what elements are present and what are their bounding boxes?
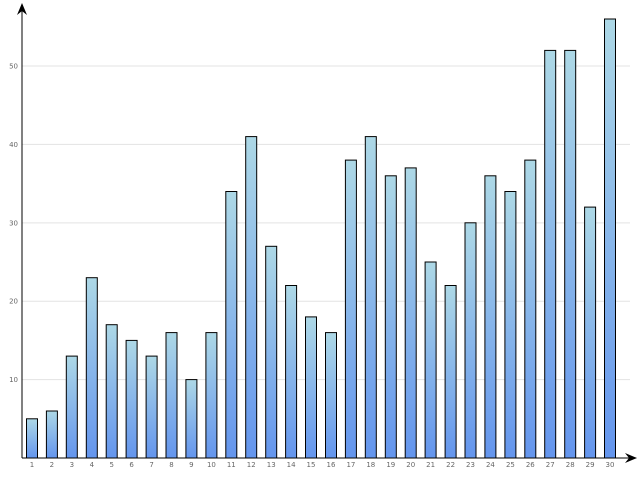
bar-7 <box>145 355 158 459</box>
x-tick-label: 20 <box>406 461 415 469</box>
y-tick-label: 10 <box>9 376 18 384</box>
bar-10 <box>205 332 218 459</box>
bar-21 <box>424 261 437 459</box>
x-tick-label: 27 <box>546 461 555 469</box>
bar-24 <box>484 175 497 459</box>
x-tick-label: 25 <box>506 461 515 469</box>
bar-20 <box>404 167 417 459</box>
x-tick-labels: 1 2 3 4 5 6 7 8 9 10 11 12 13 14 15 16 17 18 19 20 21 22 23 24 2… <box>30 461 615 469</box>
x-tick-label: 1 <box>30 461 34 469</box>
bar-27 <box>544 49 557 459</box>
x-tick-label: 6 <box>129 461 134 469</box>
x-tick-label: 9 <box>189 461 193 469</box>
x-tick-label: 15 <box>307 461 316 469</box>
y-axis-arrow <box>17 3 27 15</box>
x-tick-label: 16 <box>327 461 336 469</box>
bar-11 <box>225 191 238 459</box>
bar-29 <box>584 206 597 459</box>
bar-9 <box>185 379 198 459</box>
x-tick-label: 19 <box>386 461 395 469</box>
bar-5 <box>105 324 118 459</box>
x-tick-label: 29 <box>586 461 595 469</box>
bar-17 <box>344 159 357 459</box>
x-tick-label: 24 <box>486 461 495 469</box>
bar-15 <box>305 316 317 459</box>
bar-12 <box>245 136 258 459</box>
bar-2 <box>45 410 58 459</box>
x-tick-label: 4 <box>90 461 95 469</box>
x-tick-label: 3 <box>70 461 74 469</box>
x-tick-label: 30 <box>606 461 615 469</box>
bar-16 <box>325 332 337 459</box>
x-tick-label: 14 <box>287 461 296 469</box>
x-tick-label: 28 <box>566 461 575 469</box>
x-tick-label: 11 <box>227 461 236 469</box>
bar-23 <box>464 222 477 459</box>
bar-6 <box>125 339 138 459</box>
bar-4 <box>85 277 98 459</box>
bar-3 <box>65 355 78 459</box>
bar-26 <box>524 159 537 459</box>
bars <box>26 18 616 459</box>
bar-14 <box>285 285 298 459</box>
bar-18 <box>364 136 377 459</box>
x-tick-label: 5 <box>109 461 113 469</box>
x-tick-label: 21 <box>426 461 435 469</box>
x-tick-label: 7 <box>149 461 153 469</box>
x-tick-label: 10 <box>207 461 216 469</box>
bar-1 <box>26 418 38 459</box>
x-tick-label: 22 <box>446 461 455 469</box>
axes <box>17 3 637 463</box>
x-tick-label: 17 <box>346 461 355 469</box>
x-tick-label: 26 <box>526 461 535 469</box>
bar-28 <box>564 49 577 459</box>
x-tick-label: 13 <box>267 461 276 469</box>
bar-13 <box>265 245 278 459</box>
x-tick-label: 8 <box>169 461 173 469</box>
bar-30 <box>604 18 616 459</box>
x-tick-label: 2 <box>50 461 54 469</box>
x-axis-arrow <box>625 453 637 463</box>
y-tick-label: 30 <box>9 219 18 227</box>
x-tick-label: 12 <box>247 461 256 469</box>
bar-25 <box>504 191 517 459</box>
y-tick-labels: 10 20 30 40 50 <box>9 63 18 385</box>
y-tick-label: 40 <box>9 141 18 149</box>
x-tick-label: 23 <box>466 461 475 469</box>
bar-19 <box>384 175 397 459</box>
x-tick-label: 18 <box>366 461 375 469</box>
bar-22 <box>444 285 457 459</box>
bar-8 <box>165 332 178 459</box>
y-tick-label: 50 <box>9 63 18 71</box>
y-tick-label: 20 <box>9 298 18 306</box>
